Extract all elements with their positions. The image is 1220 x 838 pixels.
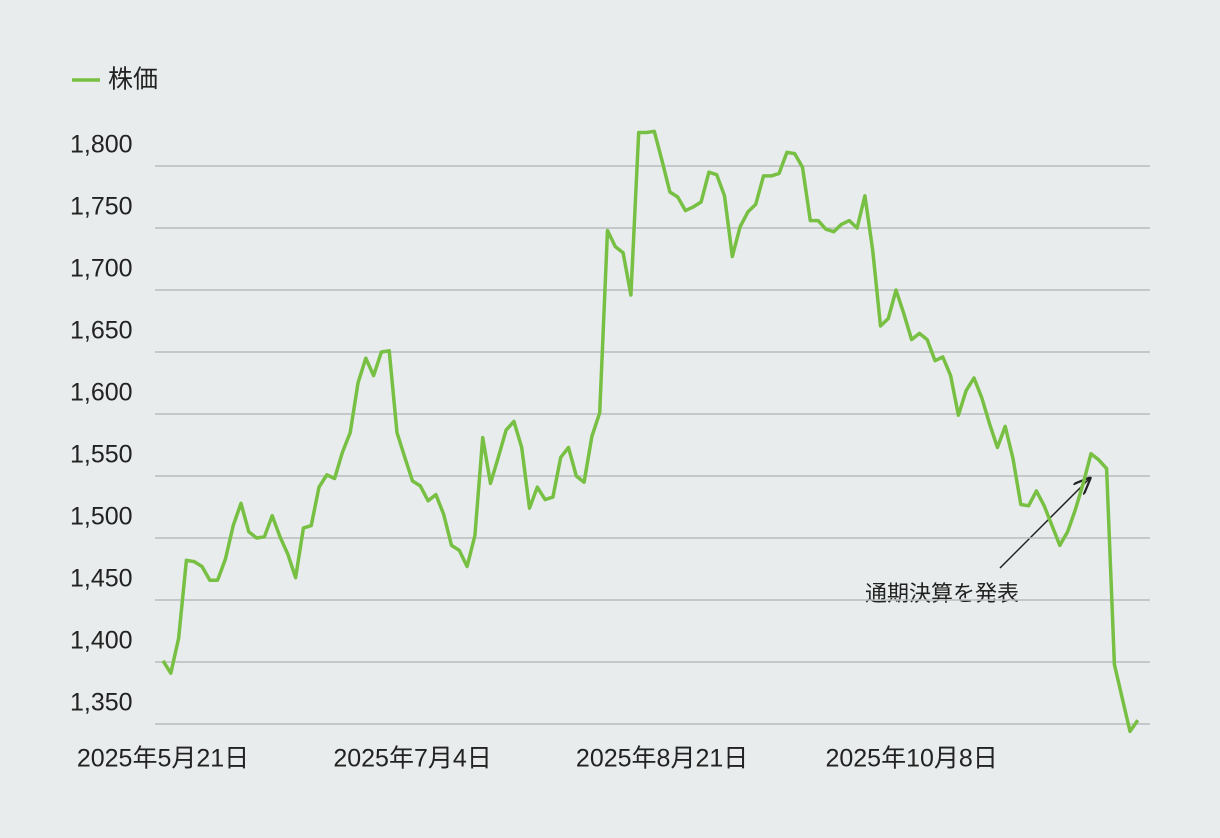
x-tick-label: 2025年7月4日 [333, 745, 491, 773]
x-tick-label: 2025年10月8日 [825, 745, 997, 773]
y-tick-label: 1,500 [70, 503, 133, 531]
y-tick-label: 1,600 [70, 379, 133, 407]
x-tick-label: 2025年5月21日 [77, 745, 249, 773]
y-tick-label: 1,650 [70, 317, 133, 345]
y-tick-label: 1,450 [70, 565, 133, 593]
y-tick-label: 1,400 [70, 627, 133, 655]
y-tick-label: 1,700 [70, 255, 133, 283]
legend-label: 株価 [108, 66, 158, 94]
x-tick-label: 2025年8月21日 [576, 745, 748, 773]
y-tick-label: 1,750 [70, 193, 133, 221]
y-tick-label: 1,800 [70, 131, 133, 159]
annotation: 通期決算を発表 [865, 581, 1019, 606]
price-line [161, 129, 1140, 734]
y-tick-label: 1,350 [70, 689, 133, 717]
annotation-arrow [999, 478, 1090, 569]
y-tick-label: 1,550 [70, 441, 133, 469]
